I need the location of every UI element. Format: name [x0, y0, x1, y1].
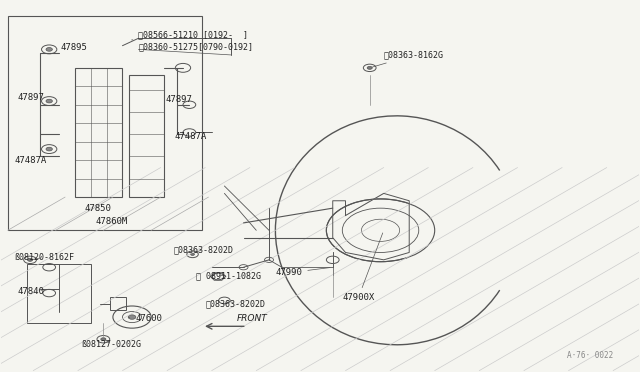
Bar — [129, 75, 164, 197]
Text: Ⓞ 08911-1082G: Ⓞ 08911-1082G — [196, 271, 260, 280]
Text: Ⓢ08360-51275[0790-0192]: Ⓢ08360-51275[0790-0192] — [138, 42, 253, 51]
Text: ß08127-0202G: ß08127-0202G — [81, 340, 141, 349]
Text: 47487A: 47487A — [14, 155, 46, 165]
Text: ß08120-8162F: ß08120-8162F — [14, 253, 74, 262]
Text: 47487A: 47487A — [175, 132, 207, 141]
Bar — [109, 297, 125, 310]
Bar — [75, 68, 122, 197]
Circle shape — [128, 315, 136, 319]
Text: 47895: 47895 — [60, 43, 87, 52]
Circle shape — [46, 99, 52, 103]
Text: Ⓢ08363-8202D: Ⓢ08363-8202D — [205, 299, 266, 308]
Text: FRONT: FRONT — [237, 314, 268, 323]
Circle shape — [100, 338, 106, 341]
Text: 47850: 47850 — [84, 203, 111, 213]
Text: 47990: 47990 — [275, 267, 330, 277]
Bar — [27, 263, 91, 323]
Text: 47897: 47897 — [17, 93, 44, 102]
Text: 47860M: 47860M — [96, 217, 128, 225]
Circle shape — [46, 48, 52, 51]
Circle shape — [46, 147, 52, 151]
Circle shape — [367, 66, 372, 69]
Text: A·76· 0022: A·76· 0022 — [567, 350, 613, 359]
Text: 47897: 47897 — [166, 95, 193, 104]
Text: 47840: 47840 — [17, 287, 49, 296]
Text: 47600: 47600 — [129, 314, 162, 323]
Text: Ⓢ08566-51210 [0192-  ]: Ⓢ08566-51210 [0192- ] — [132, 30, 248, 40]
Circle shape — [191, 253, 195, 256]
Text: Ⓢ08363-8162G: Ⓢ08363-8162G — [372, 51, 444, 67]
Text: Ⓢ08363-8202D: Ⓢ08363-8202D — [173, 245, 234, 254]
Circle shape — [28, 259, 33, 261]
Bar — [8, 16, 202, 230]
Text: 47900X: 47900X — [342, 233, 383, 302]
